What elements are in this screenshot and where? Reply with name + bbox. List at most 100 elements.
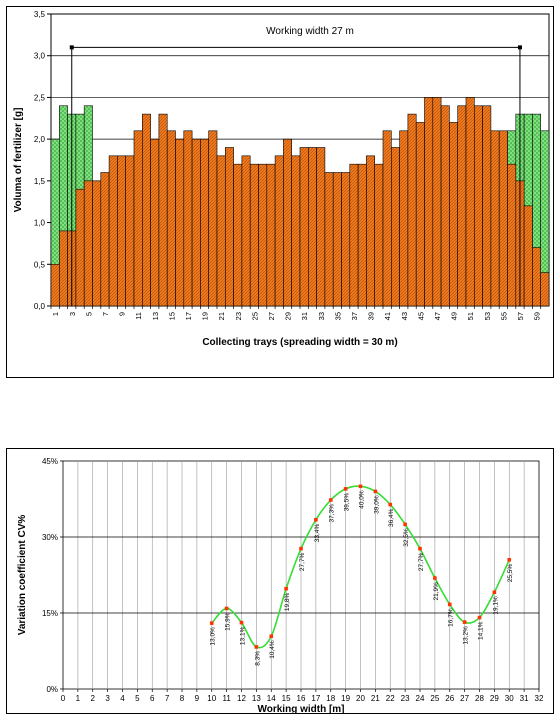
bar <box>142 113 151 307</box>
cv-data-label: 14,1% <box>478 621 485 640</box>
bar-xtick-label: 35 <box>333 312 342 320</box>
line-chart-panel: 0 1 2 3 4 5 6 7 8 9 10 11 12 13 14 15 16 17 18 19 20 21 22 23 24… <box>6 448 554 714</box>
line-xtick-label: 8 <box>180 694 185 703</box>
bar-xtick-label: 29 <box>284 312 293 320</box>
bar <box>191 138 201 307</box>
bar <box>349 163 359 307</box>
bar <box>374 163 384 307</box>
line-ytick-label: 0% <box>46 685 58 694</box>
cv-point <box>284 586 288 591</box>
bar-xtick-label: 17 <box>184 312 193 320</box>
bar <box>249 163 259 307</box>
cv-point <box>388 502 393 507</box>
bar <box>457 105 467 307</box>
bar-xtick-label: 51 <box>466 312 475 320</box>
bar-xtick-label: 39 <box>367 312 376 320</box>
line-x-axis-label: Working width [m] <box>257 704 344 713</box>
bar <box>498 130 508 307</box>
bar <box>216 155 226 307</box>
line-xtick-label: 14 <box>267 694 276 703</box>
bracket-end-right <box>517 45 522 50</box>
bar <box>241 155 251 307</box>
cv-point <box>343 487 348 491</box>
line-xtick-label: 30 <box>505 694 514 703</box>
cv-data-label: 32,5% <box>403 528 410 547</box>
bar-y-axis-label: Voluma of fertilizer [g] <box>13 108 24 213</box>
line-xtick-label: 22 <box>386 694 395 703</box>
bar <box>523 205 533 307</box>
bracket-end-left <box>69 45 74 50</box>
bar-xtick-label: 3 <box>68 312 77 316</box>
cv-point <box>254 645 259 649</box>
cv-data-label: 33,4% <box>314 524 321 543</box>
bar <box>92 180 102 307</box>
cv-data-label: 21,9% <box>433 582 440 601</box>
bar <box>108 155 118 307</box>
line-xtick-label: 15 <box>282 694 291 703</box>
bar <box>299 147 309 307</box>
bar <box>465 97 475 307</box>
line-xtick-label: 12 <box>237 694 246 703</box>
cv-point <box>477 615 482 620</box>
cv-data-label: 13,2% <box>463 626 470 645</box>
cv-point <box>433 576 437 580</box>
bar <box>158 113 168 307</box>
bar <box>283 138 292 307</box>
bar <box>208 130 218 307</box>
bar-chart-panel: 0,0 0,5 1,0 1,5 2,0 2,5 3,0 3,5 1 3 5 7 9 11 13 15 17 19 2… <box>6 6 554 378</box>
bar-xtick-label: 55 <box>499 312 508 320</box>
line-xtick-label: 23 <box>401 694 410 703</box>
bar <box>532 247 542 307</box>
bar <box>415 122 425 307</box>
line-xtick-label: 4 <box>120 694 125 703</box>
cv-point <box>299 546 303 551</box>
cv-data-label: 15,9% <box>225 612 232 631</box>
line-xtick-label: 27 <box>460 694 469 703</box>
bar <box>266 163 276 307</box>
bar-ytick-label: 1,5 <box>34 177 46 186</box>
bar-xtick-label: 45 <box>416 312 425 320</box>
cv-data-label: 19,1% <box>492 596 499 615</box>
cv-data-label: 27,7% <box>418 552 425 571</box>
line-xtick-label: 31 <box>520 694 529 703</box>
bar <box>75 188 85 307</box>
cv-data-label: 36,4% <box>388 508 395 527</box>
line-ytick-label: 15% <box>42 609 58 618</box>
bar-ytick-label: 2,5 <box>34 93 46 102</box>
line-xtick-label: 13 <box>252 694 261 703</box>
bar-ytick-label: 0,0 <box>34 302 46 311</box>
bar <box>291 155 301 307</box>
bar-xtick-label: 7 <box>101 312 110 316</box>
line-xtick-label: 2 <box>91 694 96 703</box>
bar-xtick-label: 5 <box>84 312 93 316</box>
bar-xtick-label: 21 <box>217 312 226 320</box>
cv-data-label: 40,0% <box>359 490 366 509</box>
bar <box>133 130 143 307</box>
cv-data-label: 19,8% <box>284 592 291 611</box>
cv-point <box>492 590 497 595</box>
bar <box>399 130 409 307</box>
cv-data-label: 39,0% <box>373 495 380 514</box>
bar <box>507 163 517 307</box>
cv-data-label: 8,3% <box>254 651 261 666</box>
cv-point <box>358 484 363 489</box>
line-xtick-label: 26 <box>445 694 454 703</box>
cv-point <box>209 621 214 625</box>
line-xtick-label: 25 <box>430 694 439 703</box>
line-xtick-label: 19 <box>341 694 350 703</box>
line-chart: 0 1 2 3 4 5 6 7 8 9 10 11 12 13 14 15 16 17 18 19 20 21 22 23 24… <box>17 457 544 713</box>
cv-point <box>403 522 407 527</box>
bar <box>432 97 442 307</box>
cv-point <box>224 606 229 611</box>
bar-xtick-label: 47 <box>433 312 442 320</box>
bar <box>150 138 160 307</box>
bar <box>332 172 342 307</box>
working-width-annotation: Working width 27 m <box>266 26 354 37</box>
cv-data-label: 25,5% <box>507 564 514 583</box>
line-xtick-label: 11 <box>222 694 231 703</box>
bar <box>58 230 68 307</box>
bar-xtick-label: 59 <box>533 312 542 320</box>
bar <box>117 155 127 307</box>
bar <box>407 113 417 307</box>
line-xtick-label: 32 <box>535 694 544 703</box>
